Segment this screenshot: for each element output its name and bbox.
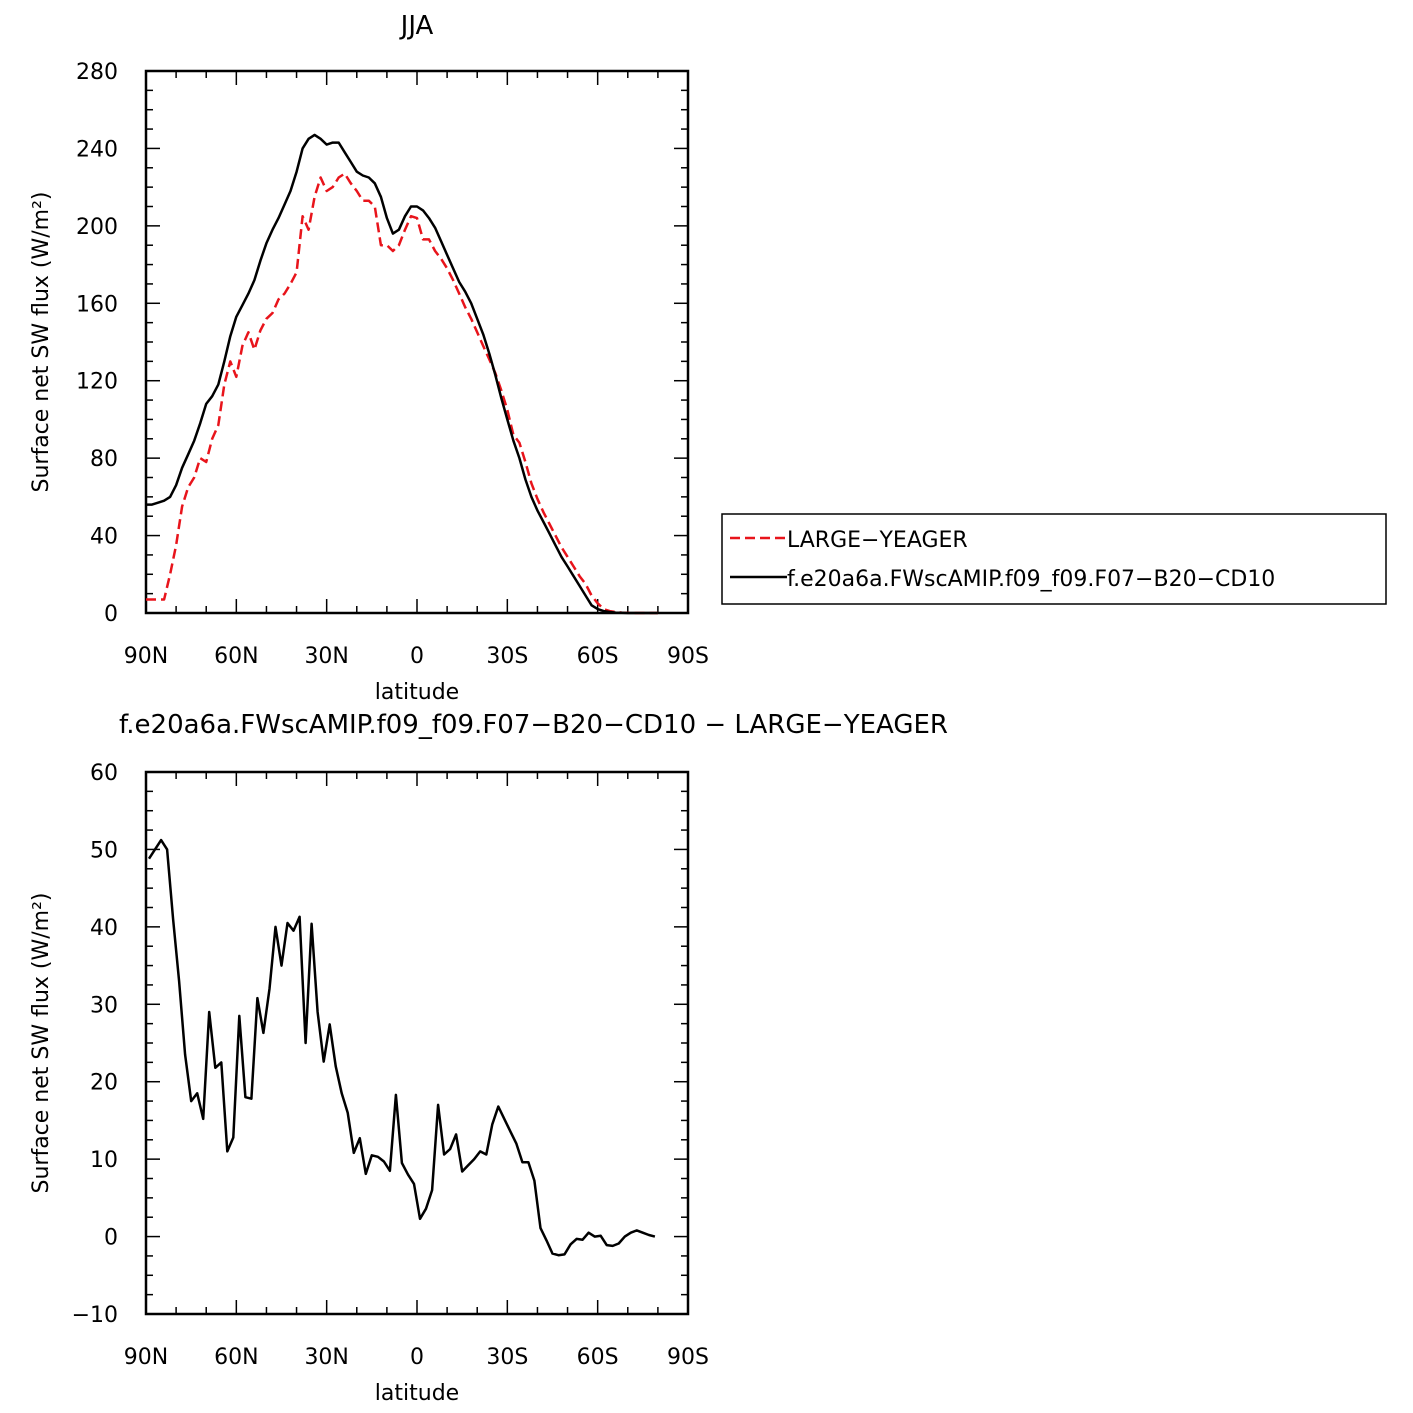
legend-label-model: f.e20a6a.FWscAMIP.f09_f09.F07−B20−CD10 — [787, 567, 1275, 592]
series-line — [146, 133, 658, 615]
bottom-y-axis-title: Surface net SW flux (W/m²) — [29, 892, 54, 1193]
x-tick-label: 90N — [124, 644, 168, 669]
top-y-axis-title: Surface net SW flux (W/m²) — [29, 191, 54, 492]
x-tick-label: 30S — [486, 644, 528, 669]
y-tick-label: 30 — [90, 993, 118, 1018]
bottom-panel: f.e20a6a.FWscAMIP.f09_f09.F07−B20−CD10 −… — [29, 710, 948, 1406]
y-tick-label: 40 — [90, 525, 118, 550]
x-tick-label: 90S — [667, 1345, 709, 1370]
x-tick-label: 90N — [124, 1345, 168, 1370]
bottom-x-axis-title: latitude — [375, 1381, 459, 1406]
series-line — [146, 172, 658, 615]
legend: LARGE−YEAGER f.e20a6a.FWscAMIP.f09_f09.F… — [721, 513, 1387, 605]
top-series-lines — [146, 133, 658, 615]
y-tick-label: 200 — [76, 215, 118, 240]
y-tick-label: 280 — [76, 60, 118, 85]
top-x-axis-title: latitude — [375, 680, 459, 705]
bottom-axis-ticks — [145, 771, 689, 1315]
bottom-plot-title: f.e20a6a.FWscAMIP.f09_f09.F07−B20−CD10 −… — [119, 710, 948, 740]
top-x-tick-labels: 90N 60N 30N 0 30S 60S 90S — [124, 644, 709, 669]
top-axis-ticks — [145, 70, 689, 614]
top-y-tick-labels: 0 40 80 120 160 200 240 280 — [76, 60, 118, 627]
x-tick-label: 60S — [577, 1345, 619, 1370]
x-tick-label: 30N — [304, 644, 348, 669]
x-tick-label: 0 — [410, 1345, 424, 1370]
x-tick-label: 30S — [486, 1345, 528, 1370]
bottom-x-tick-labels: 90N 60N 30N 0 30S 60S 90S — [124, 1345, 709, 1370]
x-tick-label: 60S — [577, 644, 619, 669]
y-tick-label: 50 — [90, 838, 118, 863]
x-tick-label: 30N — [304, 1345, 348, 1370]
x-tick-label: 90S — [667, 644, 709, 669]
y-tick-label: 120 — [76, 370, 118, 395]
x-tick-label: 60N — [214, 1345, 258, 1370]
top-plot-frame — [144, 69, 690, 615]
y-tick-label: 10 — [90, 1148, 118, 1173]
legend-label-large-yeager: LARGE−YEAGER — [787, 528, 968, 553]
top-panel: JJA 0 40 80 120 160 200 240 280 90N 60N 30N 0 30S 60… — [29, 11, 709, 705]
y-tick-label: 40 — [90, 916, 118, 941]
top-plot-title: JJA — [399, 11, 434, 41]
y-tick-label: 0 — [104, 1226, 118, 1251]
series-line — [147, 838, 656, 1257]
legend-box — [721, 513, 1387, 605]
x-tick-label: 0 — [410, 644, 424, 669]
y-tick-label: 60 — [90, 761, 118, 786]
y-tick-label: 80 — [90, 447, 118, 472]
bottom-plot-frame — [144, 770, 690, 1316]
y-tick-label: 20 — [90, 1071, 118, 1096]
bottom-series-lines — [147, 838, 656, 1257]
y-tick-label: 240 — [76, 137, 118, 162]
bottom-y-tick-labels: −10 0 10 20 30 40 50 60 — [72, 761, 118, 1328]
y-tick-label: −10 — [72, 1303, 118, 1328]
y-tick-label: 160 — [76, 292, 118, 317]
x-tick-label: 60N — [214, 644, 258, 669]
y-tick-label: 0 — [104, 602, 118, 627]
